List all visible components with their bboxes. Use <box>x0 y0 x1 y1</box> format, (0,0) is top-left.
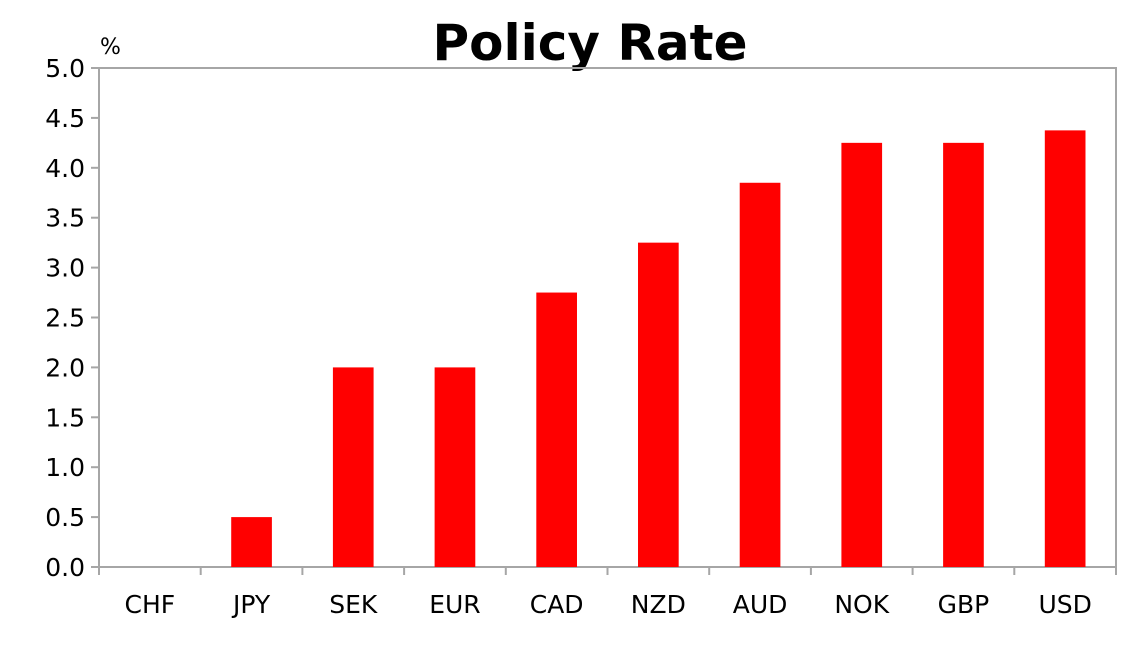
y-tick-label: 2.0 <box>45 353 85 382</box>
y-tick-label: 3.0 <box>45 254 85 283</box>
y-tick-label: 2.5 <box>45 304 85 333</box>
bar-series <box>231 130 1086 567</box>
x-tick-label: GBP <box>938 590 990 619</box>
y-unit-label: % <box>100 35 121 60</box>
bar-sek <box>332 367 374 567</box>
bar-jpy <box>231 517 272 567</box>
x-axis: CHF JPY SEK EUR CAD NZD AUD NOK GBP USD <box>98 567 1117 619</box>
bar-gbp <box>943 142 984 567</box>
y-tick-label: 3.5 <box>45 204 85 233</box>
bar-cad <box>536 292 577 567</box>
x-tick-label: SEK <box>329 590 378 619</box>
y-tick-label: 4.5 <box>45 104 85 133</box>
y-tick-label: 0.0 <box>45 553 85 582</box>
x-tick-label: NOK <box>834 590 889 619</box>
bar-aud <box>739 182 781 567</box>
y-tick-label: 1.0 <box>45 453 85 482</box>
bar-usd <box>1044 130 1086 567</box>
x-tick-label: USD <box>1038 590 1091 619</box>
x-tick-label: AUD <box>733 590 788 619</box>
y-tick-label: 4.0 <box>45 154 85 183</box>
y-tick-label: 0.5 <box>45 503 85 532</box>
bar-eur <box>434 367 476 567</box>
y-tick-label: 5.0 <box>45 54 85 83</box>
y-tick-label: 1.5 <box>45 403 85 432</box>
y-axis: 0.0 0.5 1.0 1.5 2.0 2.5 3.0 3.5 4.0 4.5 5.0 <box>45 54 99 582</box>
x-tick-label: CHF <box>125 590 176 619</box>
x-tick-label: NZD <box>631 590 686 619</box>
bar-nzd <box>638 242 679 567</box>
chart-title: Policy Rate <box>433 14 748 72</box>
x-tick-label: CAD <box>530 590 584 619</box>
x-tick-label: JPY <box>231 590 271 619</box>
bar-nok <box>841 142 883 567</box>
x-tick-label: EUR <box>429 590 480 619</box>
